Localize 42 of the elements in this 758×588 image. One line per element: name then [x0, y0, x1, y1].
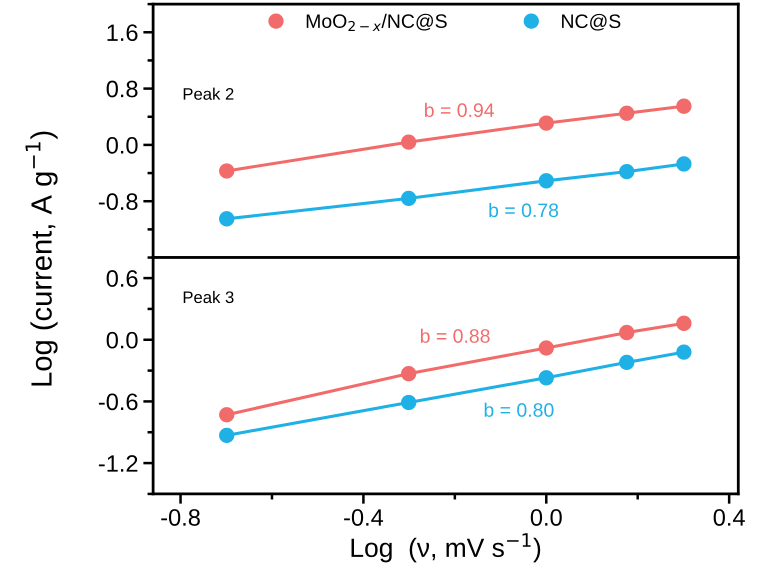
point — [538, 115, 554, 131]
point — [538, 340, 554, 356]
legend-label: NC@S — [562, 14, 620, 31]
x-axis-title: Log (ν, mV s$^{−1}$) — [352, 533, 540, 562]
y-tick-label: 0.0 — [106, 332, 138, 349]
point — [619, 164, 634, 180]
y-tick-label: 0.8 — [106, 80, 138, 98]
x-tick-label: 0.4 — [714, 509, 745, 526]
point — [619, 324, 634, 340]
point — [676, 156, 692, 172]
point — [676, 344, 692, 360]
point — [219, 407, 234, 422]
point — [219, 211, 234, 226]
y-axis-title: Log (current, A g$^{−1}$) — [26, 132, 58, 386]
y-tick-label: 1.6 — [108, 24, 138, 42]
point — [401, 366, 416, 382]
point — [401, 190, 416, 206]
point — [538, 173, 554, 188]
legend-label: MoO$_{2−x}$/NC@S — [306, 14, 447, 32]
point — [219, 428, 234, 443]
y-tick-label: 0.0 — [106, 136, 138, 154]
point — [619, 106, 634, 121]
y-tick-label: -1.2 — [98, 455, 138, 472]
x-tick-label: 0.0 — [530, 509, 562, 526]
point — [676, 316, 692, 331]
point — [401, 134, 416, 150]
annotation: Peak 3 — [184, 290, 234, 304]
point — [676, 98, 692, 114]
x-tick-label: -0.4 — [344, 509, 384, 526]
point — [219, 163, 234, 179]
annotation: b = 0.78 — [489, 202, 558, 218]
point — [401, 394, 416, 410]
annotation: Peak 2 — [184, 88, 234, 100]
x-tick-label: -0.8 — [161, 509, 200, 526]
annotation: b = 0.88 — [420, 328, 490, 343]
y-tick-label: -0.6 — [98, 393, 138, 410]
annotation: b = 0.80 — [484, 402, 554, 417]
annotation: b = 0.94 — [425, 102, 494, 118]
point — [619, 354, 634, 370]
y-tick-label: 0.6 — [106, 270, 138, 287]
point — [538, 370, 554, 386]
y-tick-label: -0.8 — [98, 193, 138, 210]
